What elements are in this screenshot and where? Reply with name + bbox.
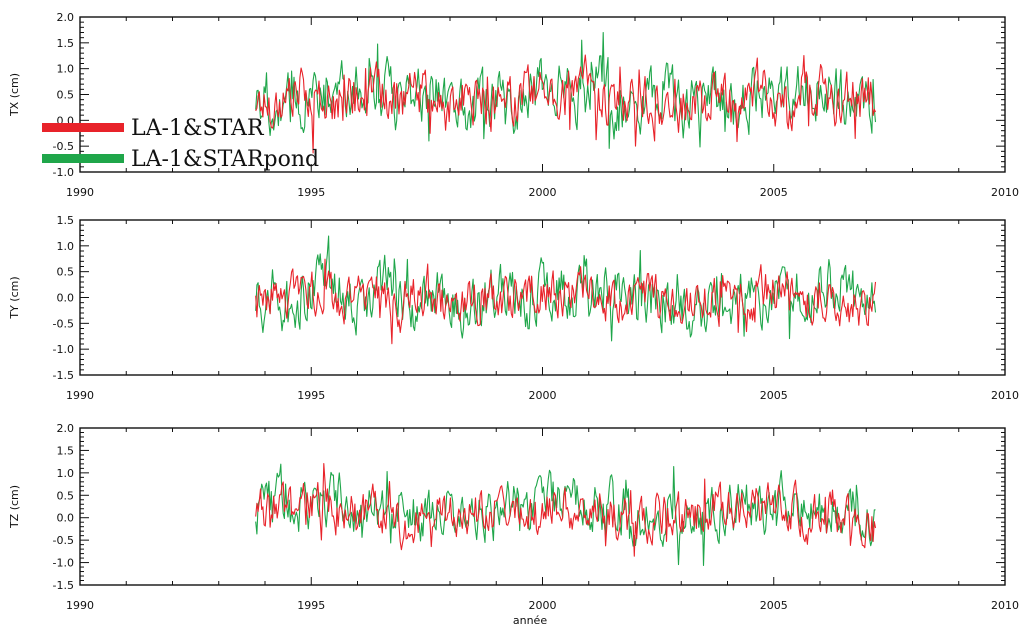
y-tick-label: 1.5 (57, 214, 75, 227)
legend: LA-1&STAR LA-1&STARpond (42, 116, 319, 172)
y-tick-label: 1.5 (57, 444, 75, 457)
legend-label-la1-star: LA-1&STAR (131, 116, 265, 141)
y-axis-label-tz: TZ (cm) (8, 485, 21, 529)
x-tick-label: 1990 (66, 599, 94, 612)
x-tick-label: 1990 (66, 389, 94, 402)
panel-ty: 1990 1995 2000 2005 2010 -1.5 -1.0 -0.5 0.0 0.5 1.… (8, 214, 1019, 402)
panel-tx: 1990 1995 2000 2005 2010-1.0-0.50.00.51.01.5… (8, 11, 1019, 199)
y-tick-label: 0.5 (57, 89, 75, 102)
series-ty-la1-star (255, 258, 877, 345)
y-tick-label: 2.0 (57, 11, 75, 24)
legend-label-la1-starpond: LA-1&STARpond (131, 147, 319, 172)
y-tick-label: -0.5 (53, 317, 74, 330)
y-tick-label: 0.0 (57, 292, 75, 305)
x-tick-label: 2005 (760, 389, 788, 402)
y-tick-label: -1.0 (53, 166, 74, 179)
x-tick-label: 2000 (529, 389, 557, 402)
y-axis-label-ty: TY (cm) (8, 276, 21, 319)
x-tick-label: 1995 (297, 599, 325, 612)
series-tz-la1-star (255, 463, 877, 557)
y-tick-label: 2.0 (57, 422, 75, 435)
series-tx-la1-star (255, 54, 877, 154)
x-tick-label: 2000 (529, 599, 557, 612)
y-tick-label: 1.5 (57, 37, 75, 50)
y-tick-label: -1.5 (53, 369, 74, 382)
y-tick-label: -1.5 (53, 579, 74, 592)
y-tick-label: -0.5 (53, 140, 74, 153)
legend-swatch-la1-star (42, 123, 124, 132)
x-tick-label: 2000 (529, 186, 557, 199)
x-tick-label: 1995 (297, 186, 325, 199)
series-tx-la1-starpond (255, 31, 877, 149)
series-ty-la1-starpond (255, 235, 877, 342)
y-tick-label: -1.0 (53, 343, 74, 356)
y-tick-label: 0.5 (57, 266, 75, 279)
x-tick-label: 2005 (760, 186, 788, 199)
x-tick-label: 2010 (991, 389, 1019, 402)
y-tick-label: 1.0 (57, 467, 75, 480)
y-tick-label: -0.5 (53, 534, 74, 547)
y-axis-label-tx: TX (cm) (8, 73, 21, 117)
y-tick-label: 0.0 (57, 512, 75, 525)
x-tick-label: 1995 (297, 389, 325, 402)
x-tick-label: 2010 (991, 186, 1019, 199)
series-tz-la1-starpond (255, 463, 876, 567)
panel-tz: 1990 1995 2000 2005 2010 -1.5 -1.0 -0.5 0.0 0.5 1.… (8, 422, 1019, 612)
x-tick-label: 2005 (760, 599, 788, 612)
y-tick-label: 0.5 (57, 489, 75, 502)
legend-swatch-la1-starpond (42, 154, 124, 163)
panels: 1990 1995 2000 2005 2010 -1.0 -0.5 0.0 0.5 1.0 1.5… (8, 11, 1019, 612)
y-tick-label: 1.0 (57, 63, 75, 76)
y-tick-label: 1.0 (57, 240, 75, 253)
x-tick-label: 1990 (66, 186, 94, 199)
y-tick-label: -1.0 (53, 557, 74, 570)
x-axis-label: année (513, 614, 547, 625)
x-tick-label: 2010 (991, 599, 1019, 612)
